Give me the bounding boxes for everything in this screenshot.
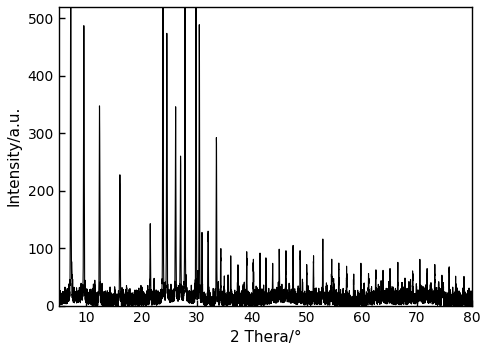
X-axis label: 2 Thera/°: 2 Thera/°	[230, 330, 301, 345]
Y-axis label: Intensity/a.u.: Intensity/a.u.	[7, 106, 22, 207]
